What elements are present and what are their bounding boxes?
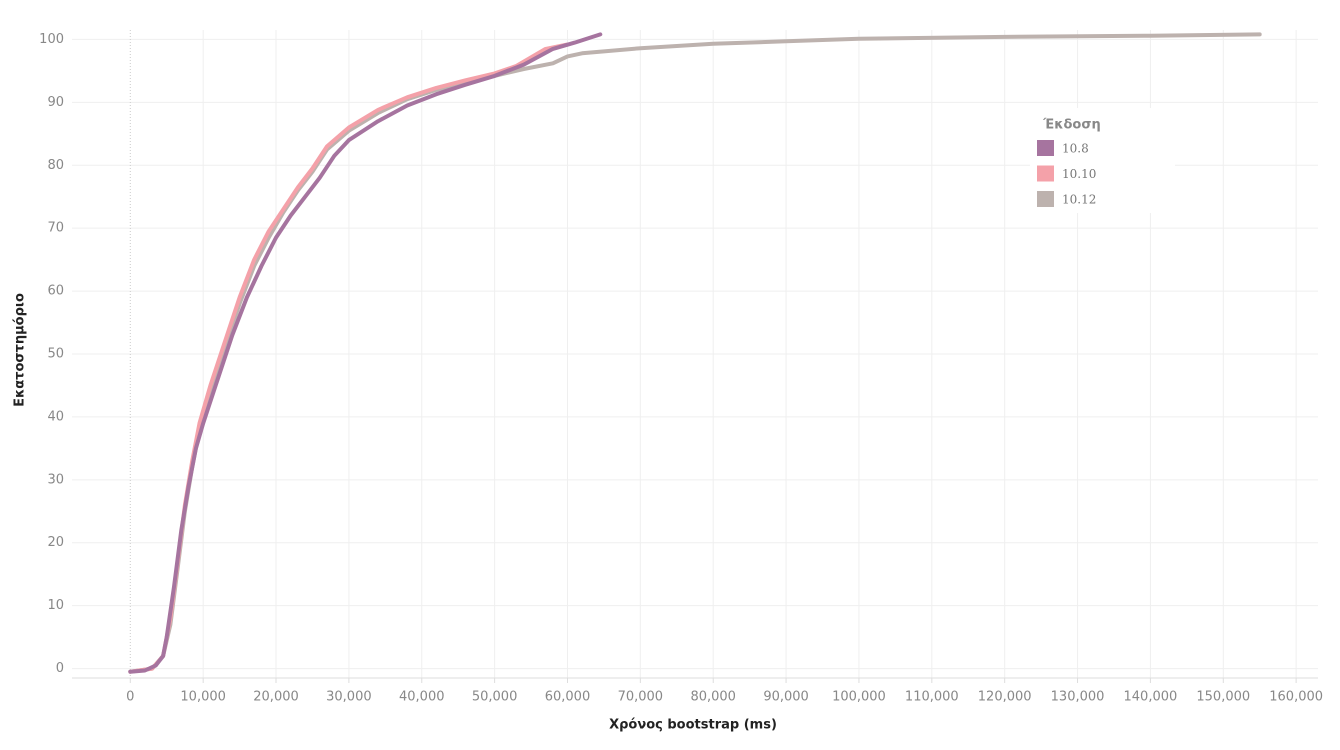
x-tick-label: 120,000 xyxy=(978,690,1032,705)
y-tick-label: 40 xyxy=(47,409,64,424)
y-tick-label: 20 xyxy=(47,535,64,550)
legend-label: 10.8 xyxy=(1062,142,1089,156)
x-tick-label: 100,000 xyxy=(832,690,886,705)
x-tick-label: 90,000 xyxy=(763,690,809,705)
y-tick-label: 70 xyxy=(47,221,64,236)
series-line xyxy=(128,32,603,674)
x-tick-label: 110,000 xyxy=(905,690,959,705)
x-tick-label: 20,000 xyxy=(253,690,299,705)
x-tick-label: 80,000 xyxy=(690,690,736,705)
x-tick-label: 0 xyxy=(126,690,134,705)
x-axis-title: Χρόνος bootstrap (ms) xyxy=(609,718,777,733)
x-tick-label: 60,000 xyxy=(545,690,591,705)
x-tick-label: 150,000 xyxy=(1196,690,1250,705)
legend-title: Έκδοση xyxy=(1042,118,1100,133)
legend-swatch xyxy=(1037,140,1054,156)
legend-swatch xyxy=(1037,191,1054,207)
x-tick-label: 10,000 xyxy=(180,690,226,705)
legend-label: 10.10 xyxy=(1062,167,1096,181)
y-axis-title: Εκατοστημόριο xyxy=(13,293,28,407)
x-tick-label: 40,000 xyxy=(399,690,445,705)
legend-label: 10.12 xyxy=(1062,193,1096,207)
x-tick-label: 130,000 xyxy=(1051,690,1105,705)
y-tick-label: 80 xyxy=(47,158,64,173)
y-tick-label: 100 xyxy=(39,32,64,47)
x-tick-label: 30,000 xyxy=(326,690,372,705)
y-tick-label: 30 xyxy=(47,472,64,487)
x-tick-label: 160,000 xyxy=(1269,690,1323,705)
y-tick-label: 0 xyxy=(56,661,64,676)
x-tick-label: 70,000 xyxy=(618,690,664,705)
y-tick-label: 60 xyxy=(47,284,64,299)
x-tick-label: 140,000 xyxy=(1124,690,1178,705)
legend-box xyxy=(1030,108,1175,213)
y-tick-label: 50 xyxy=(47,347,64,362)
x-tick-label: 50,000 xyxy=(472,690,518,705)
y-tick-label: 90 xyxy=(47,95,64,110)
y-tick-label: 10 xyxy=(47,598,64,613)
grid xyxy=(72,30,1318,678)
legend-swatch xyxy=(1037,165,1054,182)
